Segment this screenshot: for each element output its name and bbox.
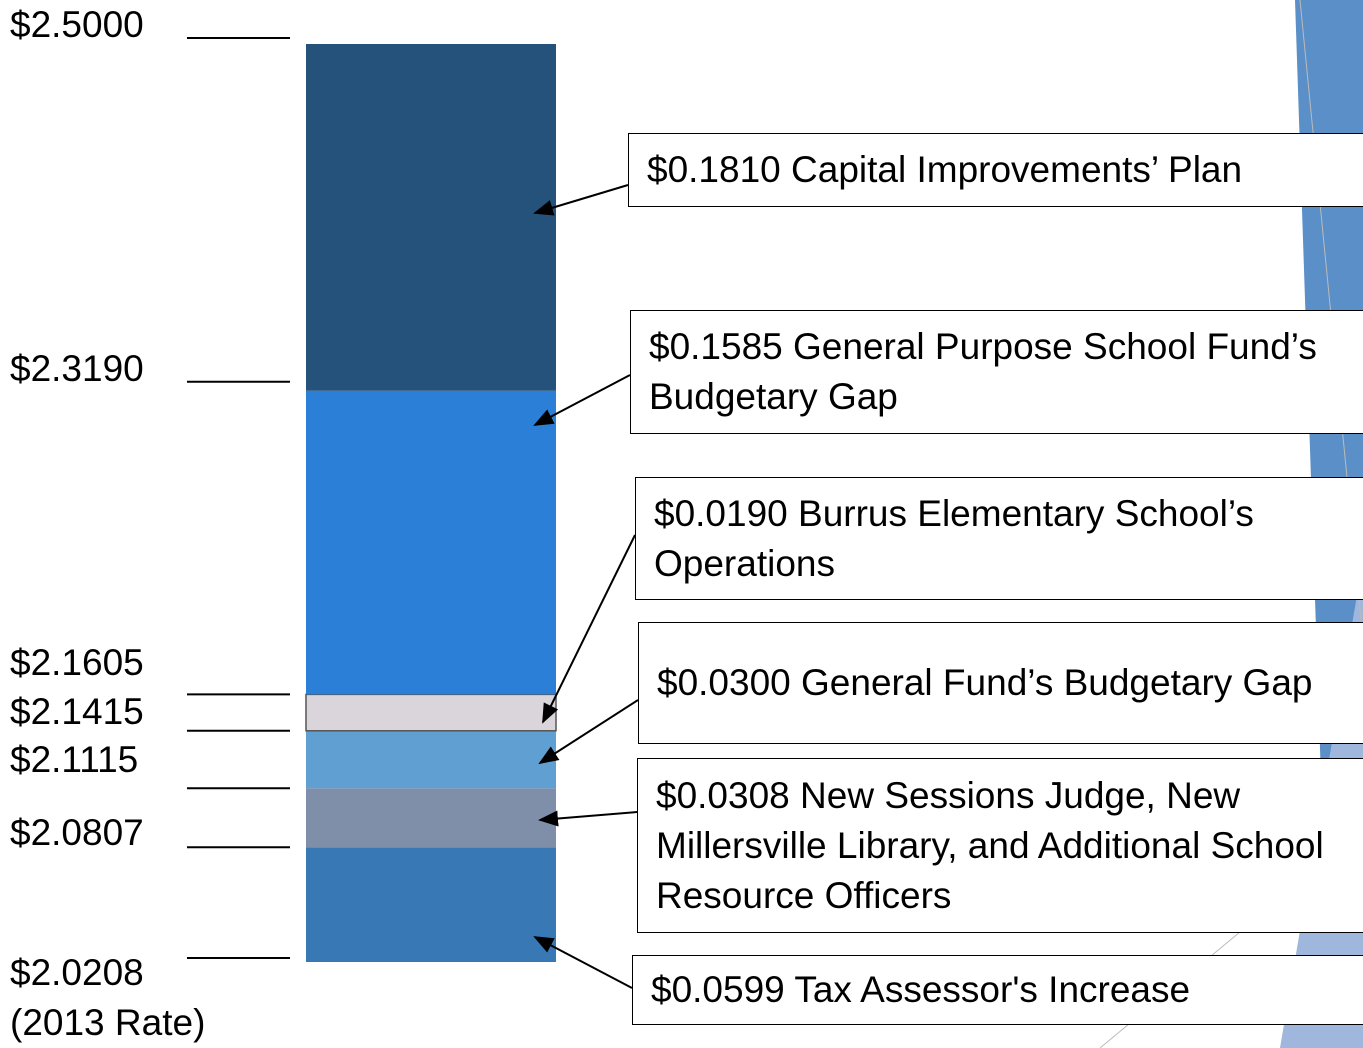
callout-arrow	[542, 534, 636, 724]
y-tick-label: $2.0208	[10, 952, 144, 993]
callout-arrow	[538, 699, 639, 765]
y-tick-label: $2.5000	[10, 4, 144, 45]
callout-arrow	[538, 810, 638, 827]
base-label: (2013 Rate)	[10, 1002, 205, 1043]
callout-arrow	[533, 374, 631, 426]
y-tick-label: $2.1415	[10, 691, 144, 732]
callout-arrow	[533, 184, 629, 216]
bar-segment	[306, 44, 556, 391]
callout: $0.0308 New Sessions Judge, New Millersv…	[637, 758, 1363, 933]
callout: $0.0599 Tax Assessor's Increase	[632, 955, 1363, 1025]
bar-segment	[306, 847, 556, 962]
bar-segment	[306, 390, 556, 695]
y-tick-label: $2.3190	[10, 348, 144, 389]
y-tick-label: $2.1115	[10, 739, 138, 780]
callout: $0.1585 General Purpose School Fund’s Bu…	[630, 310, 1363, 434]
bar-segment	[306, 730, 556, 789]
y-tick-label: $2.1605	[10, 642, 144, 683]
bar-segment	[306, 788, 556, 848]
callout: $0.0190 Burrus Elementary School’s Opera…	[635, 477, 1363, 600]
callout: $0.0300 General Fund’s Budgetary Gap	[638, 622, 1363, 744]
y-tick-label: $2.0807	[10, 812, 144, 853]
callout-arrow	[533, 936, 633, 989]
callout: $0.1810 Capital Improvements’ Plan	[628, 133, 1363, 207]
bar-segment	[305, 693, 557, 732]
